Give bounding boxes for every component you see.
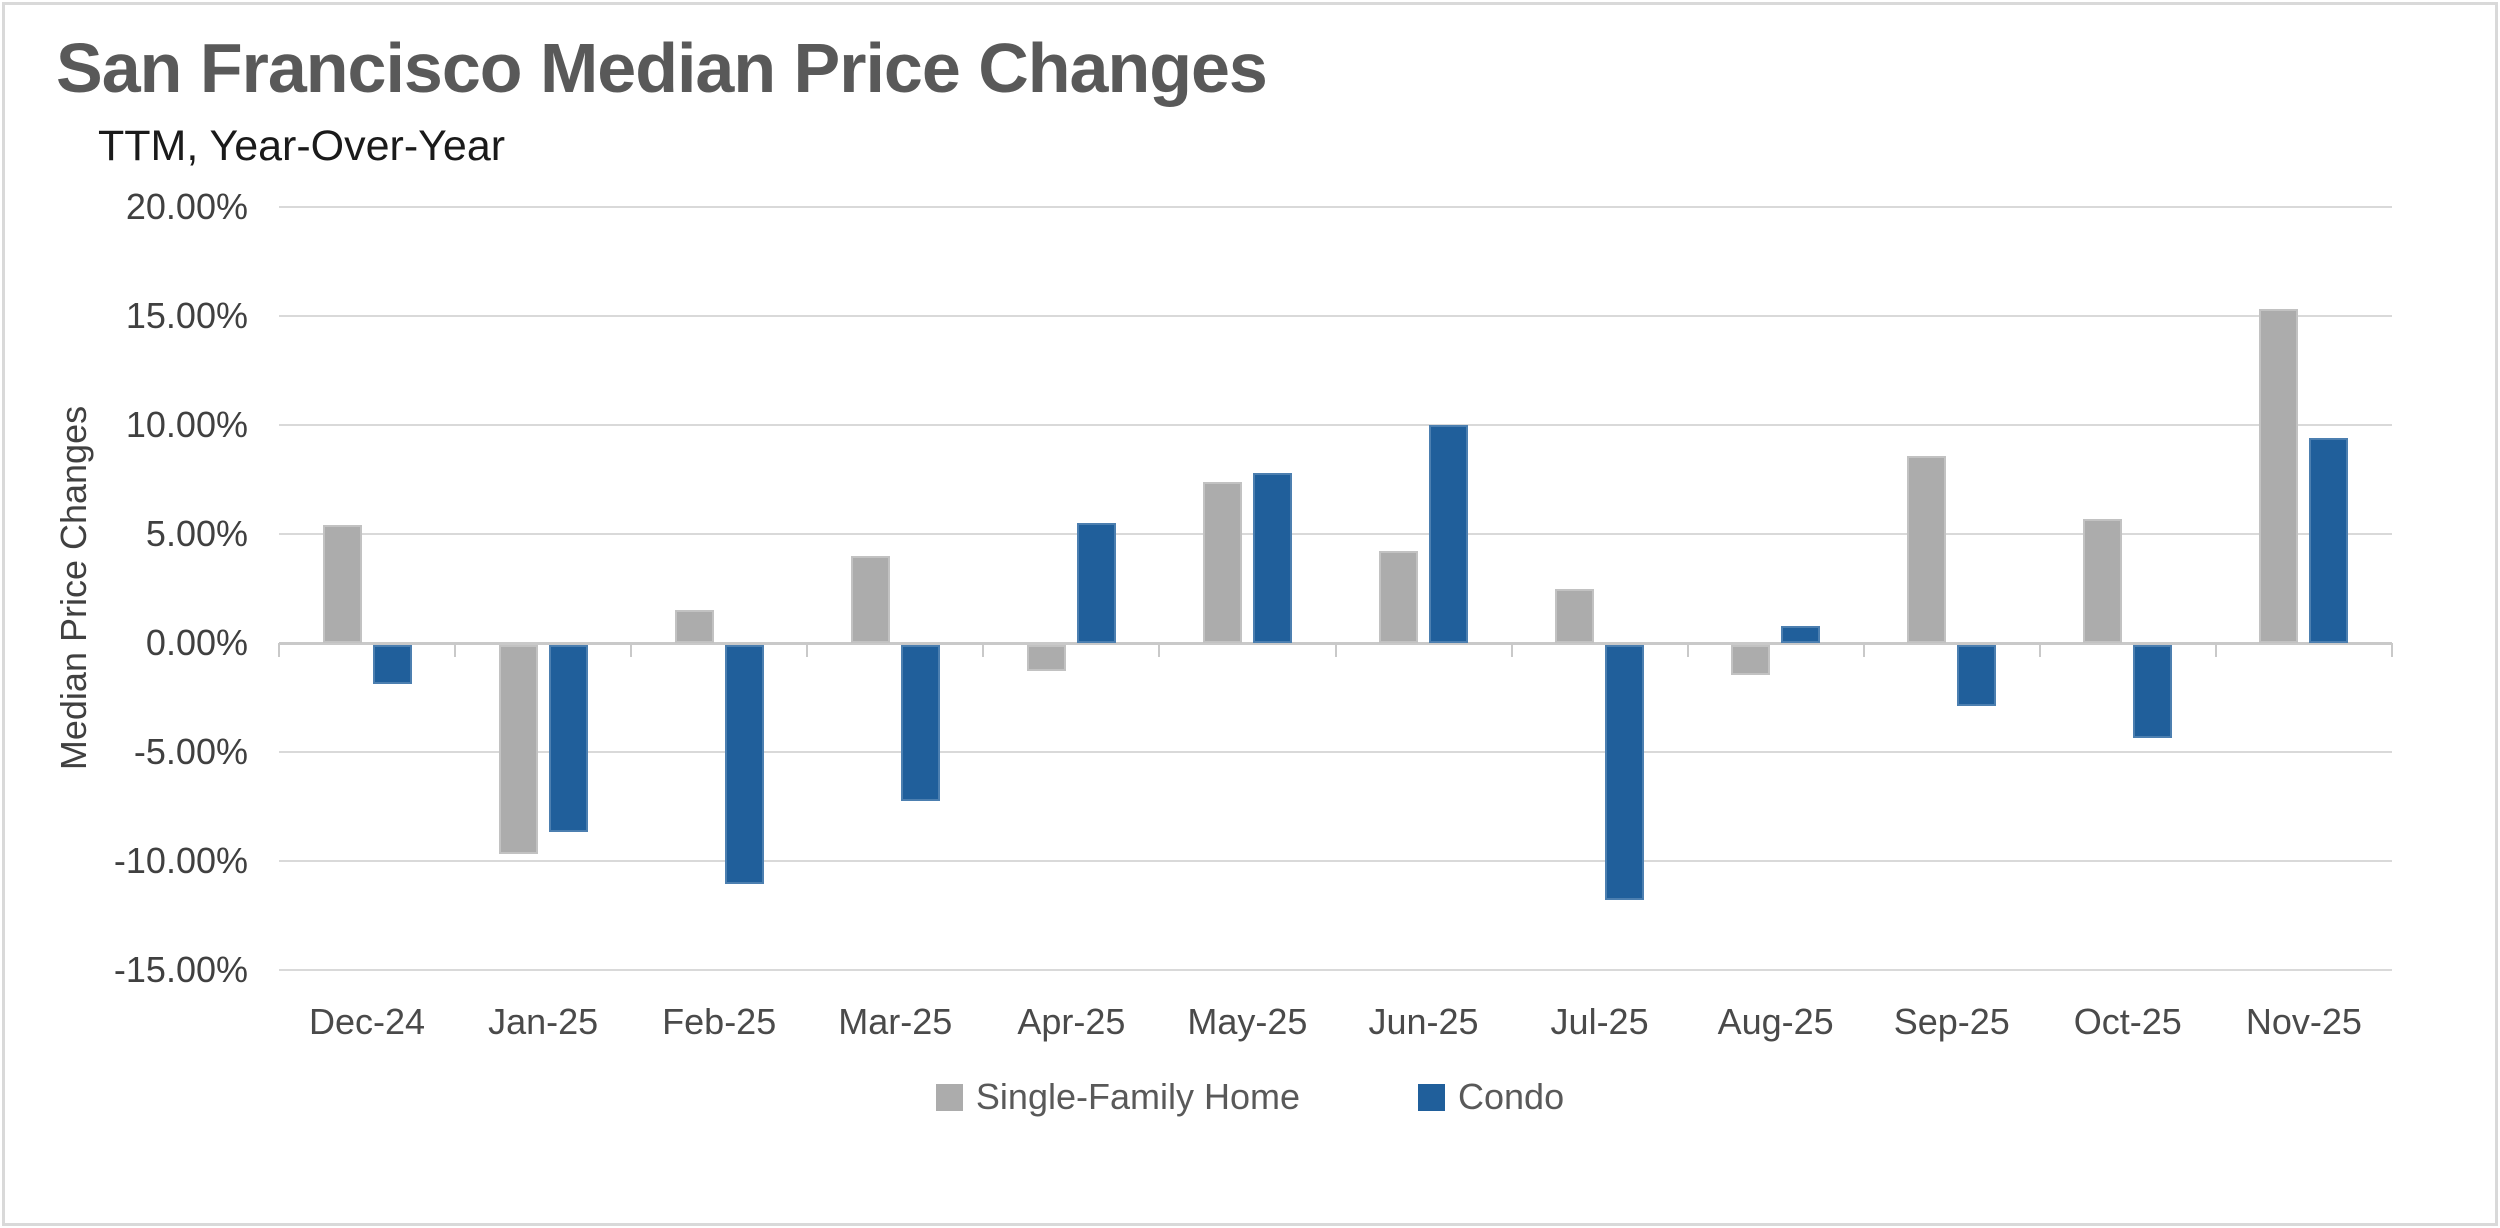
bar-condo-sep-25 [1957, 644, 1997, 706]
category-boundary-tick [982, 643, 984, 657]
bar-condo-may-25 [1252, 472, 1292, 643]
bar-condo-dec-24 [372, 644, 412, 684]
gridline [279, 315, 2392, 317]
category-boundary-tick [454, 643, 456, 657]
bar-condo-feb-25 [724, 644, 764, 885]
x-axis-labels: Dec-24 Jan-25 Feb-25 Mar-25 Apr-25 May-25 Jun-… [279, 1000, 2392, 1044]
category-boundary-tick [2039, 643, 2041, 657]
bar-condo-mar-25 [900, 644, 940, 802]
chart-title: San Francisco Median Price Changes [56, 29, 1268, 107]
x-axis-label-nov-25: Nov-25 [2245, 1001, 2362, 1042]
category-boundary-tick [2215, 643, 2217, 657]
y-axis-tick-label: -15.00% [113, 949, 248, 990]
legend-item-single-family-home: Single-Family Home [935, 1076, 1300, 1118]
x-axis-label-dec-24: Dec-24 [309, 1001, 426, 1042]
category-boundary-tick [630, 643, 632, 657]
legend: Single-Family Home Condo [0, 1076, 2500, 1118]
x-axis-label-jun-25: Jun-25 [1368, 1001, 1479, 1042]
bar-condo-jun-25 [1429, 425, 1469, 643]
bar-single-family-home-mar-25 [850, 555, 890, 643]
category-boundary-tick [1511, 643, 1513, 657]
x-axis-label-jan-25: Jan-25 [488, 1001, 599, 1042]
gridline [279, 969, 2392, 971]
y-axis-tick-label: 0.00% [145, 622, 248, 663]
y-axis-tick-label: -5.00% [133, 731, 248, 772]
bar-condo-apr-25 [1076, 523, 1116, 643]
x-axis-label-apr-25: Apr-25 [1017, 1001, 1126, 1042]
legend-swatch-condo [1418, 1083, 1445, 1111]
x-axis-label-aug-25: Aug-25 [1717, 1001, 1834, 1042]
bar-condo-nov-25 [2309, 438, 2349, 643]
category-boundary-tick [1863, 643, 1865, 657]
legend-item-condo: Condo [1418, 1076, 1564, 1118]
gridline [279, 533, 2392, 535]
gridline [279, 860, 2392, 862]
bar-single-family-home-jul-25 [1555, 588, 1595, 643]
y-axis-tick-label: 20.00% [125, 186, 248, 227]
bar-condo-aug-25 [1781, 625, 1821, 643]
bar-condo-oct-25 [2133, 644, 2173, 739]
bar-single-family-home-feb-25 [674, 610, 714, 643]
x-axis-label-mar-25: Mar-25 [838, 1001, 953, 1042]
bar-single-family-home-nov-25 [2259, 309, 2299, 643]
bar-condo-jan-25 [548, 644, 588, 832]
bar-single-family-home-aug-25 [1731, 644, 1771, 676]
legend-label-single-family-home: Single-Family Home [975, 1076, 1300, 1117]
legend-label-condo: Condo [1458, 1076, 1565, 1117]
bar-single-family-home-dec-24 [322, 525, 362, 643]
bar-single-family-home-apr-25 [1026, 644, 1066, 671]
x-axis-label-may-25: May-25 [1187, 1001, 1308, 1042]
category-boundary-tick [1687, 643, 1689, 657]
gridline [279, 424, 2392, 426]
x-axis-label-oct-25: Oct-25 [2073, 1001, 2182, 1042]
x-axis-label-jul-25: Jul-25 [1550, 1001, 1649, 1042]
category-boundary-tick [1158, 643, 1160, 657]
legend-swatch-single-family-home [935, 1083, 963, 1111]
plot-area [278, 206, 2393, 971]
chart-subtitle: TTM, Year-Over-Year [98, 122, 506, 170]
y-axis-tick-label: 15.00% [125, 295, 248, 336]
y-axis-tick-label: -10.00% [113, 840, 248, 881]
x-axis-label-sep-25: Sep-25 [1893, 1001, 2010, 1042]
category-boundary-tick [806, 643, 808, 657]
y-axis-tick-label: 10.00% [125, 404, 248, 445]
category-boundary-tick [1335, 643, 1337, 657]
category-boundary-tick [278, 643, 280, 657]
bar-single-family-home-may-25 [1202, 481, 1242, 643]
bar-condo-jul-25 [1605, 644, 1645, 900]
y-axis-tick-label: 5.00% [145, 513, 248, 554]
bar-single-family-home-jun-25 [1379, 551, 1419, 643]
gridline [279, 751, 2392, 753]
bar-single-family-home-sep-25 [1907, 455, 1947, 643]
x-axis-label-feb-25: Feb-25 [662, 1001, 777, 1042]
category-boundary-tick [2391, 643, 2393, 657]
bar-single-family-home-oct-25 [2083, 518, 2123, 643]
gridline [279, 206, 2392, 208]
bar-single-family-home-jan-25 [498, 644, 538, 854]
